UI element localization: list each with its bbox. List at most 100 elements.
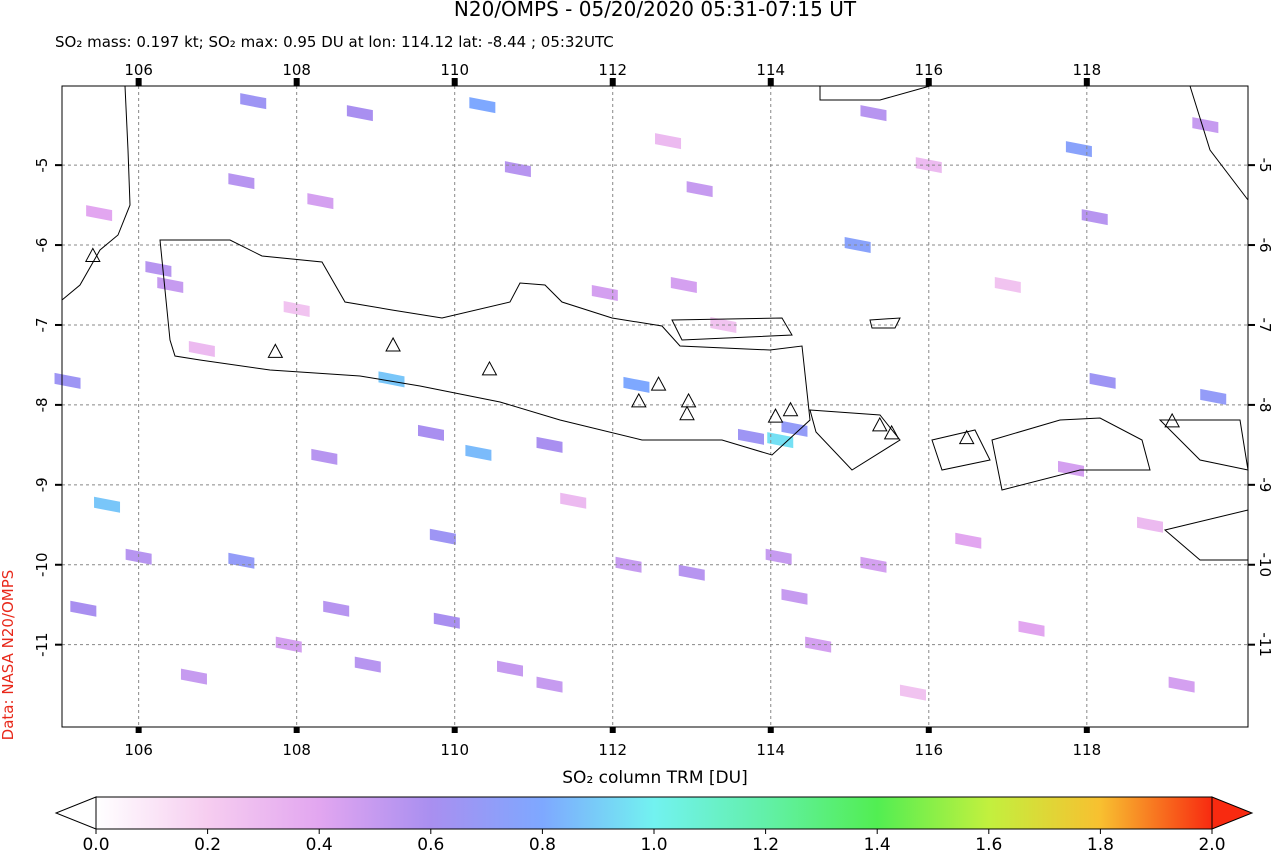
so2-pixel	[591, 285, 618, 302]
so2-pixel	[378, 371, 405, 388]
volcano-marker	[84, 247, 101, 262]
so2-pixel	[307, 193, 334, 210]
so2-pixel	[311, 448, 338, 465]
x-tick-label: 116	[914, 61, 943, 79]
so2-pixel	[536, 436, 563, 453]
so2-pixel	[275, 636, 302, 653]
x-tick-label: 114	[756, 741, 785, 759]
y-tick-label: -10	[33, 553, 51, 578]
volcano-marker	[679, 405, 695, 421]
coast-sulawesi	[1189, 85, 1249, 201]
y-tick-label: -7	[33, 317, 51, 332]
x-tick-label: 114	[756, 61, 785, 79]
volcano-marker	[1164, 412, 1180, 428]
so2-pixel	[560, 492, 587, 509]
x-tick-label: 108	[282, 61, 311, 79]
volcano-marker	[958, 429, 975, 445]
x-tick-label: 110	[440, 741, 469, 759]
so2-pixel	[354, 656, 381, 673]
colorbar-tick-label: 0.6	[417, 835, 444, 853]
so2-pixel	[1168, 676, 1195, 693]
so2-pixel	[497, 660, 524, 677]
so2-pixel	[228, 552, 255, 569]
volcano-marker	[782, 401, 799, 417]
y-tick-label: -6	[1256, 238, 1272, 253]
so2-pixel	[899, 684, 926, 701]
so2-pixel	[433, 612, 460, 629]
x-tick-label: 108	[282, 741, 311, 759]
y-tick-label: -9	[33, 477, 51, 492]
so2-pixel	[346, 105, 373, 122]
y-tick-label: -7	[1256, 317, 1272, 332]
y-tick-label: -9	[1256, 477, 1272, 492]
y-tick-label: -5	[1256, 158, 1272, 173]
map-frame	[61, 85, 1249, 728]
y-tick-label: -10	[1256, 553, 1272, 578]
so2-pixel	[240, 93, 267, 110]
so2-pixel	[1200, 388, 1227, 405]
so2-pixel	[145, 261, 172, 278]
so2-pixel	[1058, 460, 1085, 477]
so2-pixel	[86, 205, 113, 222]
volcano-marker	[385, 336, 401, 352]
so2-pixel	[469, 97, 496, 114]
so2-pixel	[655, 133, 682, 150]
so2-pixel	[465, 444, 492, 461]
so2-pixel	[1065, 141, 1092, 158]
credit: Data: NASA N20/OMPS	[0, 570, 17, 741]
chart-title: N20/OMPS - 05/20/2020 05:31-07:15 UT	[454, 0, 857, 21]
y-tick-label: -5	[33, 158, 51, 173]
volcano-marker	[267, 343, 284, 358]
coast-borneo	[819, 85, 931, 101]
so2-pixel	[765, 548, 792, 565]
volcano-layer	[84, 247, 1180, 445]
colorbar-tick-label: 0.2	[194, 835, 221, 853]
colorbar-tick-label: 0.0	[82, 835, 109, 853]
so2-pixel	[417, 424, 444, 441]
so2-pixel	[1192, 117, 1219, 134]
colorbar-tick-label: 0.8	[529, 835, 556, 853]
pixel-layer	[54, 93, 1227, 701]
so2-pixel	[767, 432, 794, 449]
colorbar-tick-label: 2.0	[1198, 835, 1225, 853]
colorbar-label: SO₂ column TRM [DU]	[562, 768, 747, 788]
so2-pixel	[536, 676, 563, 693]
so2-pixel	[686, 181, 713, 198]
so2-pixel	[188, 340, 215, 357]
so2-pixel	[844, 237, 871, 254]
so2-pixel	[1137, 516, 1164, 533]
volcano-marker	[630, 392, 647, 408]
volcano-marker	[680, 392, 697, 408]
colorbar-tick-label: 1.6	[975, 835, 1002, 853]
so2-pixel	[54, 372, 81, 389]
y-tick-label: -6	[33, 238, 51, 253]
coast-sumbawa	[991, 417, 1151, 491]
colorbar: 0.0 0.2 0.4 0.6 0.8 1.0 1.2 1.4 1.6 1.8 2.0	[54, 796, 1254, 855]
colorbar-tick-label: 1.8	[1087, 835, 1114, 853]
so2-pixel	[429, 528, 456, 545]
colorbar-tick-label: 1.4	[864, 835, 891, 853]
grid-layer	[55, 78, 1255, 733]
y-tick-label: -11	[33, 632, 51, 657]
so2-pixel	[994, 277, 1021, 294]
coast-bali	[809, 409, 901, 471]
volcano-marker	[650, 376, 667, 391]
so2-pixel	[323, 600, 350, 617]
volcano-marker	[883, 424, 900, 440]
x-tick-label: 118	[1072, 741, 1101, 759]
coast-java	[159, 239, 811, 456]
y-tick-label: -8	[33, 397, 51, 412]
volcano-marker	[767, 408, 784, 423]
x-tick-label: 110	[440, 61, 469, 79]
so2-pixel	[228, 173, 255, 190]
so2-pixel	[623, 376, 650, 393]
x-tick-label: 116	[914, 741, 943, 759]
x-tick-label: 112	[598, 61, 627, 79]
so2-pixel	[70, 600, 97, 617]
colorbar-tick-label: 0.4	[306, 835, 333, 853]
coast-kangean	[869, 317, 901, 329]
coast-lombok	[931, 429, 991, 471]
so2-pixel	[180, 668, 207, 685]
colorbar-ramp	[95, 796, 1213, 830]
